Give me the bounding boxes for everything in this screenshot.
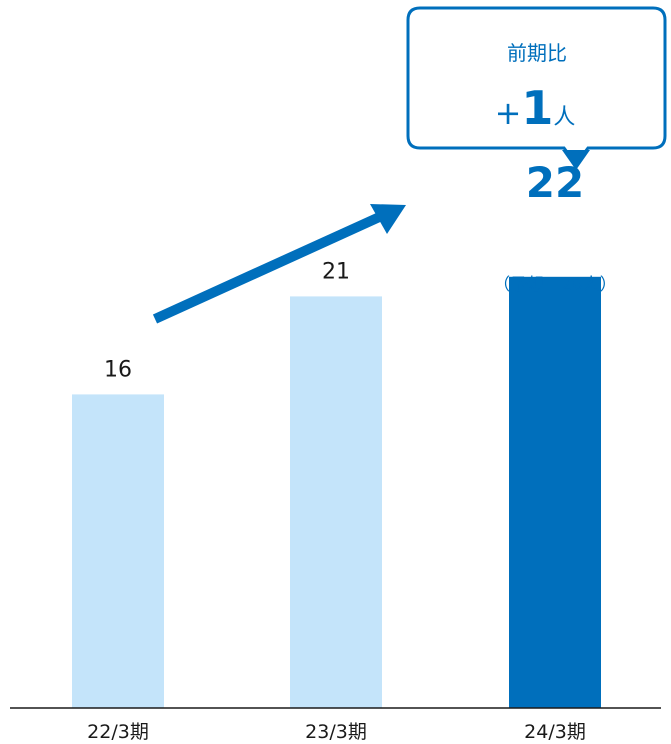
x-tick-label-3: 24/3期 bbox=[524, 721, 586, 743]
bar-1 bbox=[72, 394, 164, 708]
x-tick-label-1: 22/3期 bbox=[87, 721, 149, 743]
data-label-2: 21 bbox=[322, 259, 350, 284]
x-tick-labels-group: 22/3期 23/3期 24/3期 bbox=[87, 721, 586, 743]
callout-unit: 人 bbox=[553, 105, 575, 130]
bar-2 bbox=[290, 296, 382, 708]
callout-sign: + bbox=[495, 94, 522, 132]
callout-title: 前期比 bbox=[507, 41, 567, 65]
data-label-1: 16 bbox=[104, 357, 132, 382]
comparison-callout: 前期比 +1人 bbox=[406, 6, 667, 170]
trend-arrow-icon bbox=[152, 204, 406, 324]
callout-value: +1人 bbox=[495, 81, 576, 135]
x-tick-label-2: 23/3期 bbox=[305, 721, 367, 743]
callout-number: 1 bbox=[521, 81, 553, 135]
bar-3 bbox=[509, 276, 601, 708]
forecast-note: （予想 26人） bbox=[493, 275, 617, 295]
bars-group bbox=[72, 276, 601, 708]
